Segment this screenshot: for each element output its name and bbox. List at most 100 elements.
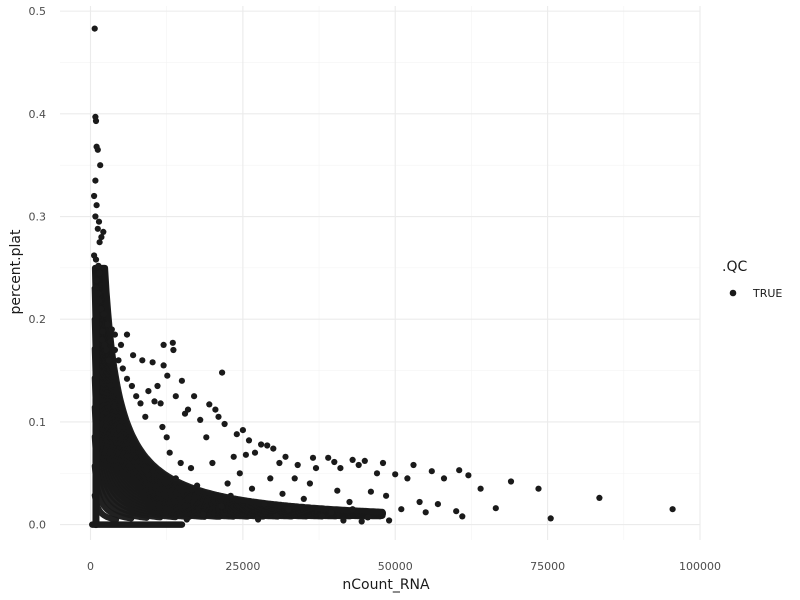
data-point xyxy=(149,359,156,366)
x-axis-title: nCount_RNA xyxy=(342,577,430,593)
data-point xyxy=(230,453,237,460)
data-point xyxy=(212,406,219,413)
data-point xyxy=(100,228,107,235)
data-point xyxy=(183,516,190,523)
data-point xyxy=(398,506,405,513)
data-point xyxy=(111,331,118,338)
data-point xyxy=(103,346,110,354)
data-point xyxy=(236,470,243,477)
data-point xyxy=(291,475,298,482)
data-point xyxy=(331,458,338,466)
dense-curve-band xyxy=(91,462,135,522)
data-point xyxy=(92,177,99,184)
data-point xyxy=(104,321,111,328)
data-point xyxy=(337,465,344,472)
data-point xyxy=(178,377,185,384)
data-point xyxy=(92,213,99,220)
data-point xyxy=(177,459,184,467)
data-point xyxy=(194,482,201,489)
data-point xyxy=(319,513,326,520)
data-point xyxy=(97,162,104,169)
data-point xyxy=(142,413,149,420)
data-point xyxy=(130,352,137,359)
data-point xyxy=(453,508,460,515)
data-point xyxy=(325,454,332,461)
data-point xyxy=(328,509,335,516)
data-point xyxy=(151,398,158,405)
data-point xyxy=(355,461,362,469)
data-point xyxy=(456,467,463,474)
data-point xyxy=(416,498,423,506)
data-point xyxy=(221,420,228,428)
data-point xyxy=(98,234,105,241)
data-point xyxy=(92,316,100,323)
data-point xyxy=(94,225,101,232)
data-point xyxy=(197,416,204,423)
grid xyxy=(60,6,701,540)
data-point xyxy=(93,202,100,209)
data-point xyxy=(169,339,176,346)
data-point xyxy=(96,269,103,277)
data-point xyxy=(93,277,100,284)
data-point xyxy=(164,372,171,379)
data-point xyxy=(309,454,317,461)
data-point xyxy=(105,357,112,364)
data-point xyxy=(334,487,341,494)
data-point xyxy=(428,468,435,475)
data-point xyxy=(163,434,170,441)
data-point xyxy=(349,506,356,513)
data-point xyxy=(157,400,164,407)
data-point xyxy=(349,456,356,463)
data-point xyxy=(282,453,289,460)
data-point xyxy=(383,492,390,499)
legend-title: .QC xyxy=(722,259,747,275)
data-point xyxy=(367,488,374,495)
data-point xyxy=(224,480,231,487)
x-tick-label: 50000 xyxy=(378,560,413,573)
data-point xyxy=(108,326,115,333)
data-point xyxy=(227,492,234,499)
data-point xyxy=(239,427,246,434)
data-point xyxy=(181,410,189,417)
data-point xyxy=(95,218,103,225)
data-point xyxy=(255,516,262,523)
legend: .QC TRUE xyxy=(722,259,782,300)
data-point xyxy=(172,393,179,400)
data-point xyxy=(251,449,259,456)
data-point xyxy=(270,445,277,452)
y-tick-label: 0.5 xyxy=(29,5,47,18)
data-point xyxy=(422,509,429,516)
x-tick-label: 100000 xyxy=(679,560,721,573)
data-point xyxy=(107,338,114,345)
data-point xyxy=(242,451,249,458)
dense-curve-band xyxy=(97,264,386,519)
data-point xyxy=(123,375,131,382)
data-point xyxy=(264,442,271,449)
y-tick-label: 0.4 xyxy=(29,108,47,121)
x-tick-label: 75000 xyxy=(530,560,565,573)
x-axis-ticks: 0 25000 50000 75000 100000 xyxy=(87,560,721,573)
data-point xyxy=(128,382,135,390)
y-tick-label: 0.2 xyxy=(29,313,47,326)
data-point xyxy=(137,400,144,407)
data-point xyxy=(404,475,411,482)
data-point xyxy=(300,495,307,502)
data-point xyxy=(200,511,207,518)
data-point xyxy=(440,475,448,482)
data-point xyxy=(99,328,106,335)
data-point xyxy=(507,478,515,485)
data-point xyxy=(170,346,177,354)
data-point xyxy=(117,341,125,348)
data-point xyxy=(133,393,140,400)
data-point xyxy=(123,331,131,338)
data-point xyxy=(91,285,98,292)
data-point xyxy=(95,262,102,269)
y-tick-label: 0.0 xyxy=(29,519,47,532)
data-point xyxy=(361,457,368,464)
data-point xyxy=(459,513,466,520)
data-point xyxy=(166,449,173,456)
data-point xyxy=(154,382,161,390)
y-tick-label: 0.1 xyxy=(29,416,47,429)
data-point xyxy=(218,503,225,510)
data-point xyxy=(139,357,146,364)
